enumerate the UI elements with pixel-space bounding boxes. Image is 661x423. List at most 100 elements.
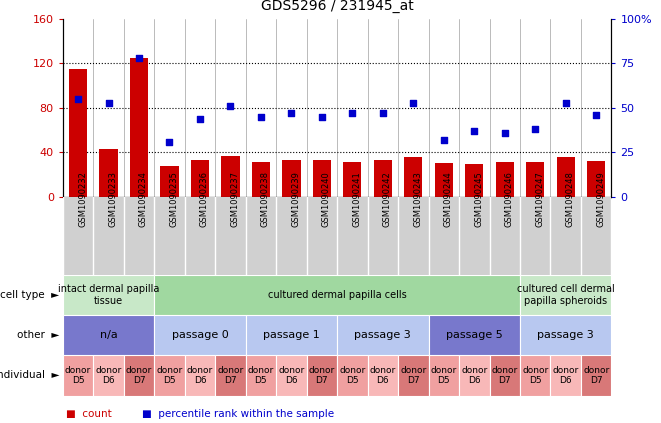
Bar <box>398 355 428 396</box>
Bar <box>154 275 520 315</box>
Bar <box>404 157 422 197</box>
Text: GSM1090244: GSM1090244 <box>444 171 453 227</box>
Text: other  ►: other ► <box>17 330 59 340</box>
Bar <box>337 355 368 396</box>
Point <box>347 110 358 117</box>
Text: donor
D5: donor D5 <box>522 366 549 385</box>
Text: cultured cell dermal
papilla spheroids: cultured cell dermal papilla spheroids <box>517 284 615 306</box>
Text: donor
D6: donor D6 <box>95 366 122 385</box>
Bar <box>313 160 331 197</box>
Bar <box>282 160 301 197</box>
Bar <box>551 355 581 396</box>
Text: donor
D5: donor D5 <box>431 366 457 385</box>
Point <box>164 138 175 145</box>
Bar <box>63 275 154 315</box>
Bar <box>520 315 611 355</box>
Text: GSM1090246: GSM1090246 <box>505 171 514 227</box>
Point <box>73 96 83 102</box>
Bar <box>435 163 453 197</box>
Bar <box>343 162 362 197</box>
Text: GSM1090235: GSM1090235 <box>169 171 178 227</box>
Text: passage 0: passage 0 <box>172 330 228 340</box>
Text: GSM1090245: GSM1090245 <box>475 171 483 227</box>
Bar <box>428 315 520 355</box>
Text: donor
D7: donor D7 <box>583 366 609 385</box>
Text: GSM1090242: GSM1090242 <box>383 171 392 227</box>
Bar <box>63 315 154 355</box>
Text: n/a: n/a <box>100 330 118 340</box>
Text: passage 1: passage 1 <box>263 330 320 340</box>
Text: donor
D6: donor D6 <box>278 366 305 385</box>
Text: cell type  ►: cell type ► <box>1 290 59 300</box>
Text: passage 3: passage 3 <box>354 330 411 340</box>
Bar <box>130 58 148 197</box>
Bar <box>154 355 184 396</box>
Bar <box>63 197 611 275</box>
Bar <box>520 275 611 315</box>
Text: GSM1090248: GSM1090248 <box>566 171 574 227</box>
Bar <box>154 315 246 355</box>
Bar <box>63 355 93 396</box>
Point <box>561 99 571 106</box>
Text: cultured dermal papilla cells: cultured dermal papilla cells <box>268 290 407 300</box>
Bar <box>184 355 215 396</box>
Point <box>286 110 297 117</box>
Bar <box>191 160 209 197</box>
Point <box>377 110 388 117</box>
Point <box>438 137 449 143</box>
Bar <box>69 69 87 197</box>
Text: GSM1090239: GSM1090239 <box>292 171 300 227</box>
Text: individual  ►: individual ► <box>0 371 59 380</box>
Text: donor
D5: donor D5 <box>248 366 274 385</box>
Bar <box>368 355 398 396</box>
Bar <box>124 355 154 396</box>
Text: donor
D5: donor D5 <box>65 366 91 385</box>
Point <box>500 129 510 136</box>
Bar <box>221 156 239 197</box>
Bar <box>428 355 459 396</box>
Bar <box>246 315 337 355</box>
Text: GSM1090237: GSM1090237 <box>231 171 239 227</box>
Bar <box>581 355 611 396</box>
Bar <box>373 160 392 197</box>
Bar <box>93 355 124 396</box>
Text: GSM1090243: GSM1090243 <box>413 171 422 227</box>
Bar <box>557 157 575 197</box>
Text: donor
D6: donor D6 <box>187 366 213 385</box>
Point <box>225 103 236 110</box>
Text: donor
D6: donor D6 <box>461 366 487 385</box>
Text: donor
D5: donor D5 <box>339 366 366 385</box>
Bar <box>587 161 605 197</box>
Text: passage 3: passage 3 <box>537 330 594 340</box>
Text: ■  percentile rank within the sample: ■ percentile rank within the sample <box>142 409 334 419</box>
Text: GSM1090247: GSM1090247 <box>535 171 544 227</box>
Text: GSM1090238: GSM1090238 <box>261 171 270 227</box>
Text: GSM1090240: GSM1090240 <box>322 171 331 227</box>
Bar <box>252 162 270 197</box>
Text: GDS5296 / 231945_at: GDS5296 / 231945_at <box>260 0 414 13</box>
Text: donor
D7: donor D7 <box>492 366 518 385</box>
Point <box>408 99 418 106</box>
Text: donor
D6: donor D6 <box>553 366 579 385</box>
Point <box>103 99 114 106</box>
Text: donor
D7: donor D7 <box>400 366 426 385</box>
Point <box>134 55 144 61</box>
Text: donor
D5: donor D5 <box>157 366 182 385</box>
Bar <box>99 149 118 197</box>
Point <box>317 113 327 120</box>
Text: GSM1090232: GSM1090232 <box>78 171 87 227</box>
Text: GSM1090234: GSM1090234 <box>139 171 148 227</box>
Point <box>195 115 206 122</box>
Bar <box>520 355 551 396</box>
Text: ■  count: ■ count <box>66 409 112 419</box>
Bar <box>276 355 307 396</box>
Text: donor
D6: donor D6 <box>369 366 396 385</box>
Text: GSM1090249: GSM1090249 <box>596 171 605 227</box>
Point <box>469 128 480 135</box>
Bar <box>465 165 483 197</box>
Text: GSM1090241: GSM1090241 <box>352 171 362 227</box>
Bar <box>215 355 246 396</box>
Text: donor
D7: donor D7 <box>217 366 243 385</box>
Point <box>530 126 541 132</box>
Text: intact dermal papilla
tissue: intact dermal papilla tissue <box>58 284 159 306</box>
